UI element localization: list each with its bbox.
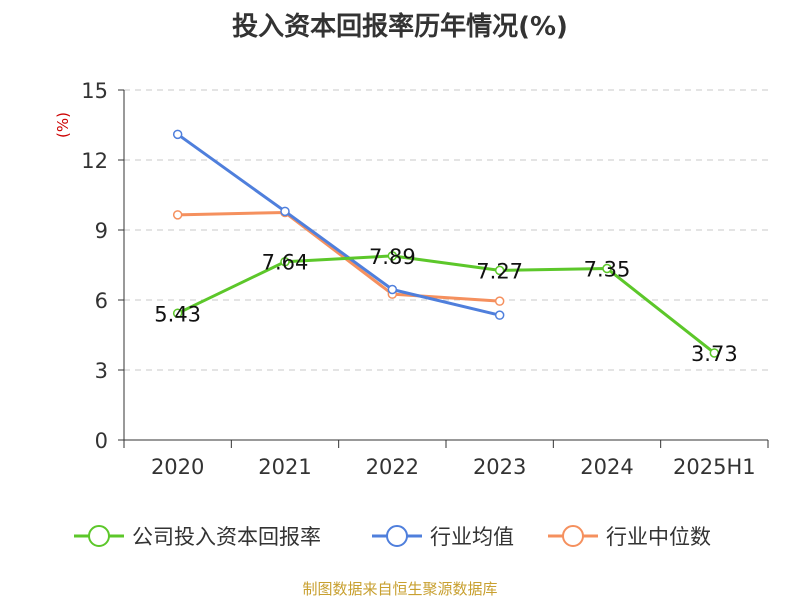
y-tick-label: 9 — [95, 219, 108, 243]
data-point — [280, 206, 290, 217]
x-tick-label: 2023 — [473, 455, 526, 479]
data-label: 3.73 — [691, 342, 738, 366]
legend-label: 行业中位数 — [606, 525, 711, 549]
x-tick-label: 2025H1 — [673, 455, 756, 479]
data-label: 7.35 — [584, 258, 631, 282]
data-point — [280, 256, 290, 267]
data-label: 5.43 — [154, 302, 201, 326]
series-line-2 — [177, 211, 500, 303]
data-point — [709, 348, 720, 358]
series-line-0 — [177, 254, 716, 355]
data-label: 7.27 — [476, 259, 523, 283]
data-point — [494, 265, 505, 276]
data-point — [172, 129, 183, 140]
legend-label: 公司投入资本回报率 — [132, 525, 321, 549]
y-tick-label: 3 — [95, 359, 108, 383]
data-label: 7.89 — [369, 245, 416, 269]
series-line-1 — [176, 133, 501, 317]
chart-title: 投入资本回报率历年情况(%) — [232, 12, 568, 42]
source-note: 制图数据来自恒生聚源数据库 — [302, 580, 498, 598]
data-point — [387, 251, 398, 261]
legend-marker — [88, 525, 110, 547]
legend-marker — [562, 525, 584, 547]
data-label: 7.64 — [262, 251, 309, 275]
x-tick-label: 2020 — [151, 455, 204, 479]
data-point — [387, 284, 398, 295]
legend-marker — [386, 525, 408, 547]
legend-label: 行业均值 — [430, 525, 514, 549]
data-point — [494, 296, 505, 306]
y-tick-label: 12 — [81, 149, 108, 173]
y-axis-label: (%) — [54, 112, 72, 138]
data-point — [172, 210, 183, 220]
y-tick-label: 0 — [95, 429, 108, 453]
y-tick-label: 6 — [95, 289, 108, 313]
x-tick-label: 2021 — [258, 455, 311, 479]
x-tick-label: 2024 — [580, 455, 633, 479]
data-point — [494, 310, 505, 320]
data-point — [172, 308, 183, 319]
x-tick-label: 2022 — [366, 455, 419, 479]
y-tick-label: 15 — [81, 79, 108, 103]
data-point — [602, 263, 612, 274]
